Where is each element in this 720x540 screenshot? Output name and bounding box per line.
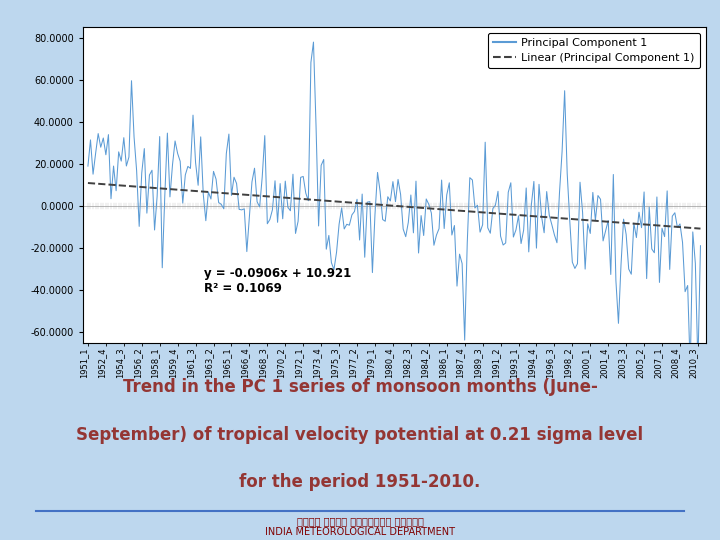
Text: Trend in the PC 1 series of monsoon months (June-: Trend in the PC 1 series of monsoon mont… <box>122 377 598 396</box>
Text: September) of tropical velocity potential at 0.21 sigma level: September) of tropical velocity potentia… <box>76 426 644 443</box>
Text: for the period 1951-2010.: for the period 1951-2010. <box>239 474 481 491</box>
Legend: Principal Component 1, Linear (Principal Component 1): Principal Component 1, Linear (Principal… <box>487 32 700 68</box>
Text: भारत मौसम विज्ञान विभाग
INDIA METEOROLOGICAL DEPARTMENT: भारत मौसम विज्ञान विभाग INDIA METEOROLOG… <box>265 516 455 537</box>
Text: y = -0.0906x + 10.921
R² = 0.1069: y = -0.0906x + 10.921 R² = 0.1069 <box>204 267 351 295</box>
